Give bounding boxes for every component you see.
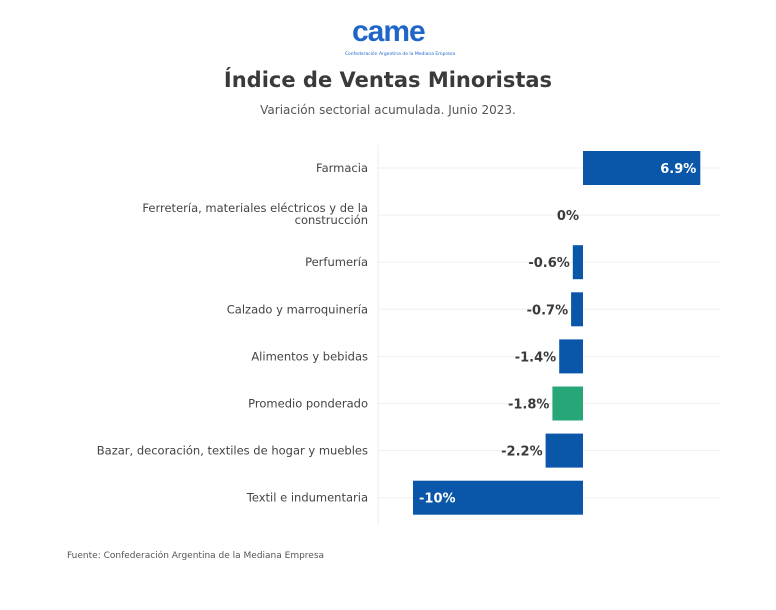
- bar: [571, 292, 583, 327]
- value-label: 6.9%: [660, 162, 696, 177]
- logo-subtitle: Confederación Argentina de la Mediana Em…: [344, 52, 456, 57]
- chart-subtitle: Variación sectorial acumulada. Junio 202…: [260, 103, 516, 117]
- category-label: Ferretería, materiales eléctricos y de l…: [142, 201, 368, 227]
- value-label: -0.7%: [527, 303, 568, 318]
- category-label: Alimentos y bebidas: [251, 349, 368, 363]
- category-label: Bazar, decoración, textiles de hogar y m…: [97, 444, 368, 458]
- chart-title: Índice de Ventas Minoristas: [223, 68, 553, 92]
- category-label: Textil e indumentaria: [246, 491, 368, 505]
- bar: [413, 480, 583, 515]
- value-label: -2.2%: [501, 445, 542, 460]
- bar: [559, 339, 583, 374]
- bar: [572, 245, 583, 280]
- source-note: Fuente: Confederación Argentina de la Me…: [67, 551, 325, 561]
- bar: [545, 433, 583, 468]
- category-label: Farmacia: [316, 161, 368, 175]
- category-label: Promedio ponderado: [248, 397, 368, 411]
- value-label: -1.4%: [515, 350, 556, 365]
- category-label: Perfumería: [305, 255, 368, 269]
- value-label: -0.6%: [528, 256, 569, 271]
- logo-text: came: [352, 15, 426, 48]
- bar: [552, 386, 583, 421]
- category-label: Calzado y marroquinería: [227, 302, 368, 316]
- value-label: 0%: [557, 209, 579, 224]
- value-label: -1.8%: [508, 398, 549, 413]
- value-label: -10%: [419, 492, 456, 507]
- bar: [583, 151, 701, 185]
